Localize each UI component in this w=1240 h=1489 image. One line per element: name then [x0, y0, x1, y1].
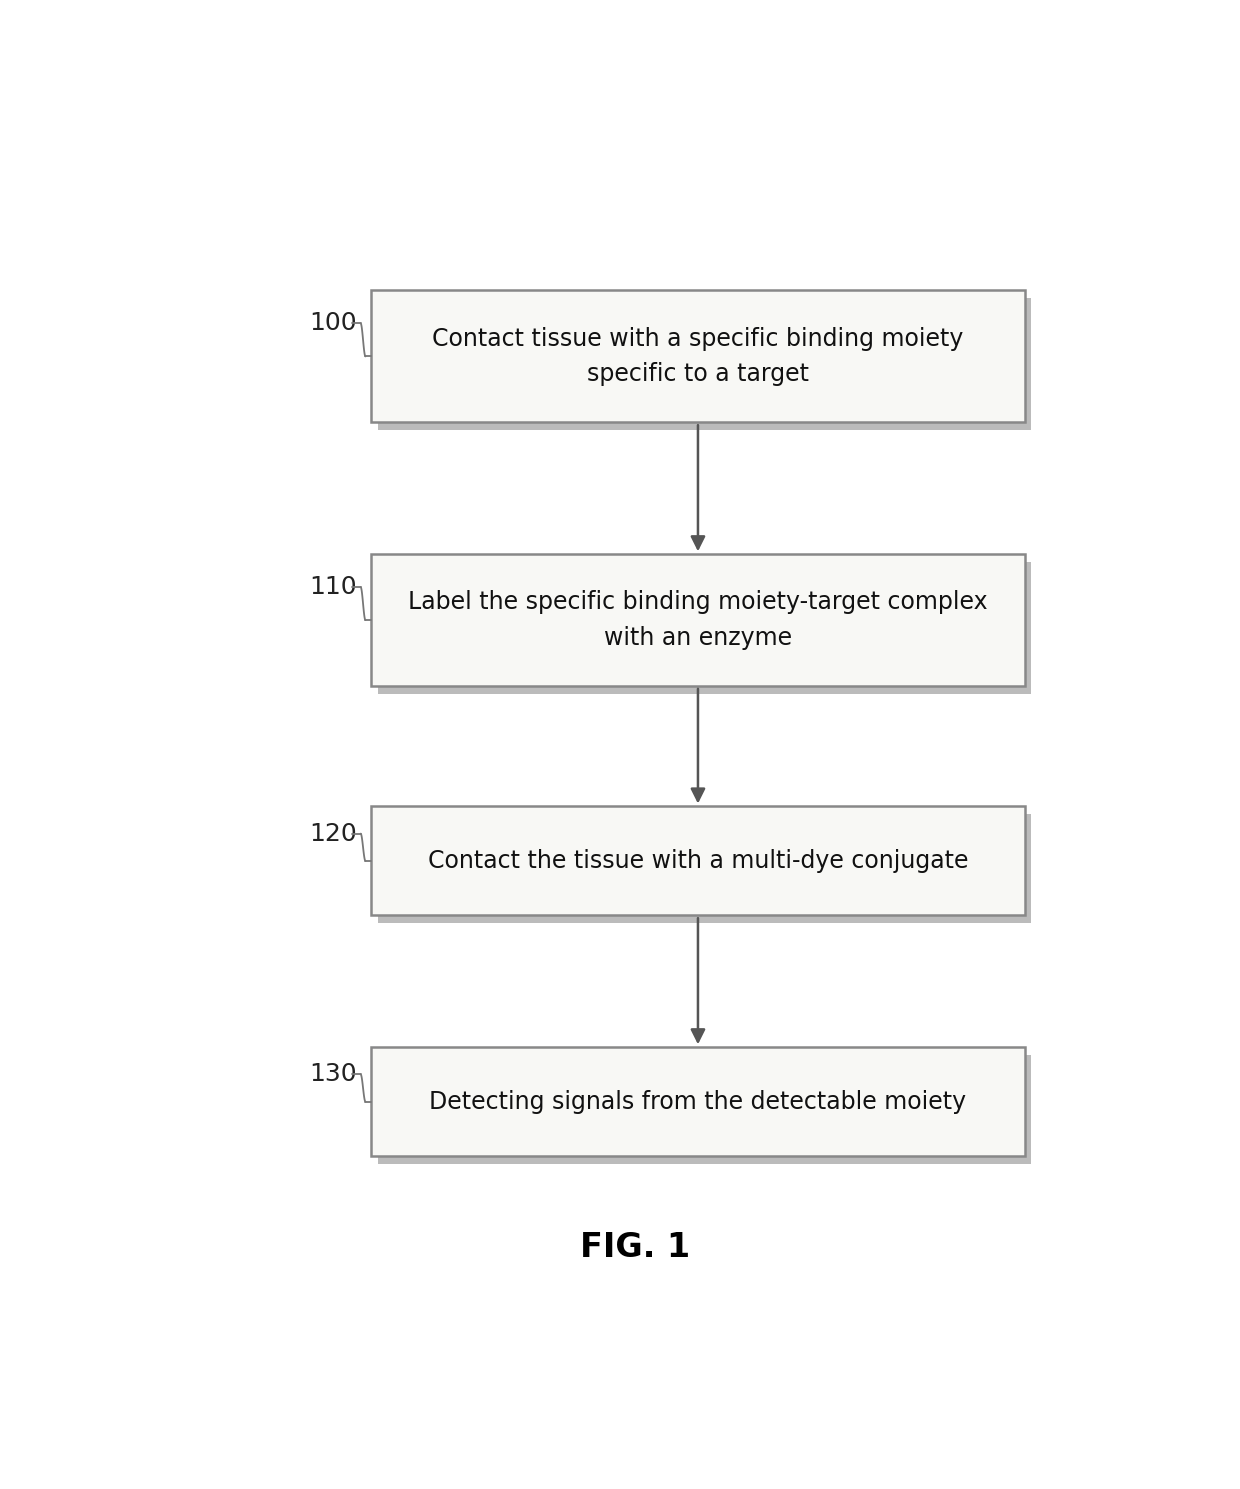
Text: Contact tissue with a specific binding moiety
specific to a target: Contact tissue with a specific binding m… — [433, 326, 963, 386]
Text: 130: 130 — [309, 1063, 357, 1087]
FancyBboxPatch shape — [371, 807, 1024, 916]
Text: 110: 110 — [309, 575, 357, 599]
Text: 120: 120 — [309, 822, 357, 846]
Text: Label the specific binding moiety-target complex
with an enzyme: Label the specific binding moiety-target… — [408, 591, 988, 649]
FancyBboxPatch shape — [378, 814, 1032, 923]
Text: FIG. 1: FIG. 1 — [580, 1231, 691, 1264]
FancyBboxPatch shape — [378, 563, 1032, 694]
Text: Detecting signals from the detectable moiety: Detecting signals from the detectable mo… — [429, 1090, 966, 1114]
FancyBboxPatch shape — [371, 290, 1024, 423]
Text: 100: 100 — [309, 311, 357, 335]
FancyBboxPatch shape — [378, 298, 1032, 430]
FancyBboxPatch shape — [371, 554, 1024, 686]
Text: Contact the tissue with a multi-dye conjugate: Contact the tissue with a multi-dye conj… — [428, 849, 968, 873]
FancyBboxPatch shape — [371, 1047, 1024, 1155]
FancyBboxPatch shape — [378, 1056, 1032, 1164]
